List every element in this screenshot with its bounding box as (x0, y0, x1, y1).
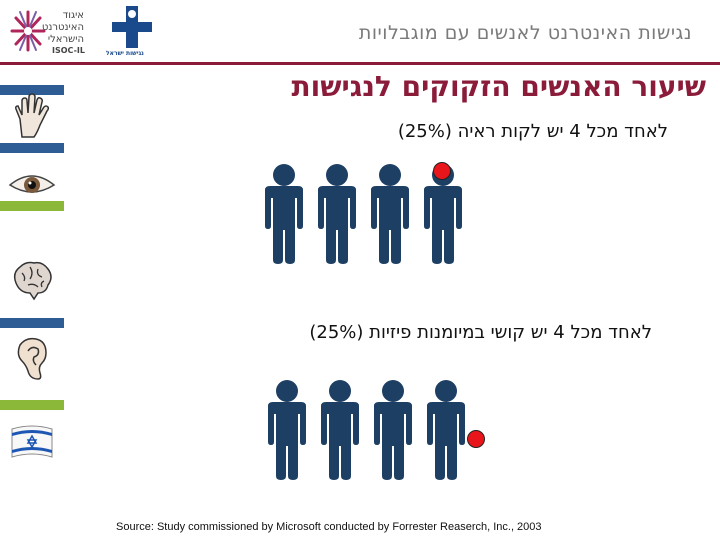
person-figure (371, 164, 409, 264)
person-figure (321, 380, 359, 480)
highlight-dot (433, 162, 451, 180)
person-figure (318, 164, 356, 264)
isoc-logo-text: איגוד האינטרנט הישראלי (41, 10, 84, 45)
header-divider (0, 62, 720, 65)
israel-flag-icon (11, 425, 53, 458)
person-figure (374, 380, 412, 480)
hand-icon (15, 93, 50, 138)
sidebar (0, 65, 64, 540)
group-label-motor: לאחד מכל 4 יש קושי במיומנות פיזיות (25%) (309, 322, 652, 343)
highlight-dot (467, 430, 485, 448)
group-label-vision: לאחד מכל 4 יש לקות ראיה (25%) (397, 121, 668, 142)
nagish-logo[interactable] (108, 4, 156, 60)
eye-icon (8, 175, 56, 193)
sidebar-stripe (0, 143, 64, 153)
isoc-logo-sub: ISOC-IL (52, 46, 85, 55)
source-citation: Source: Study commissioned by Microsoft … (116, 521, 542, 533)
isoc-logo[interactable] (8, 8, 88, 58)
nagish-logo-icon (108, 4, 156, 50)
page-title: שיעור האנשים הזקוקים לנגישות (291, 70, 706, 103)
brain-icon (13, 261, 52, 301)
page-header-title: נגישות האינטרנט לאנשים עם מוגבלויות (358, 22, 692, 44)
person-figure (265, 164, 303, 264)
isoc-logo-icon (10, 10, 46, 52)
nagish-logo-text: נגישות ישראל (106, 50, 144, 57)
sidebar-stripe (0, 201, 64, 211)
sidebar-stripe (0, 85, 64, 95)
header: איגוד האינטרנט הישראלי ISOC-IL נגישות יש… (0, 0, 720, 62)
person-figure (268, 380, 306, 480)
sidebar-stripe (0, 318, 64, 328)
ear-icon (17, 337, 47, 380)
person-figure (427, 380, 465, 480)
sidebar-stripe (0, 400, 64, 410)
